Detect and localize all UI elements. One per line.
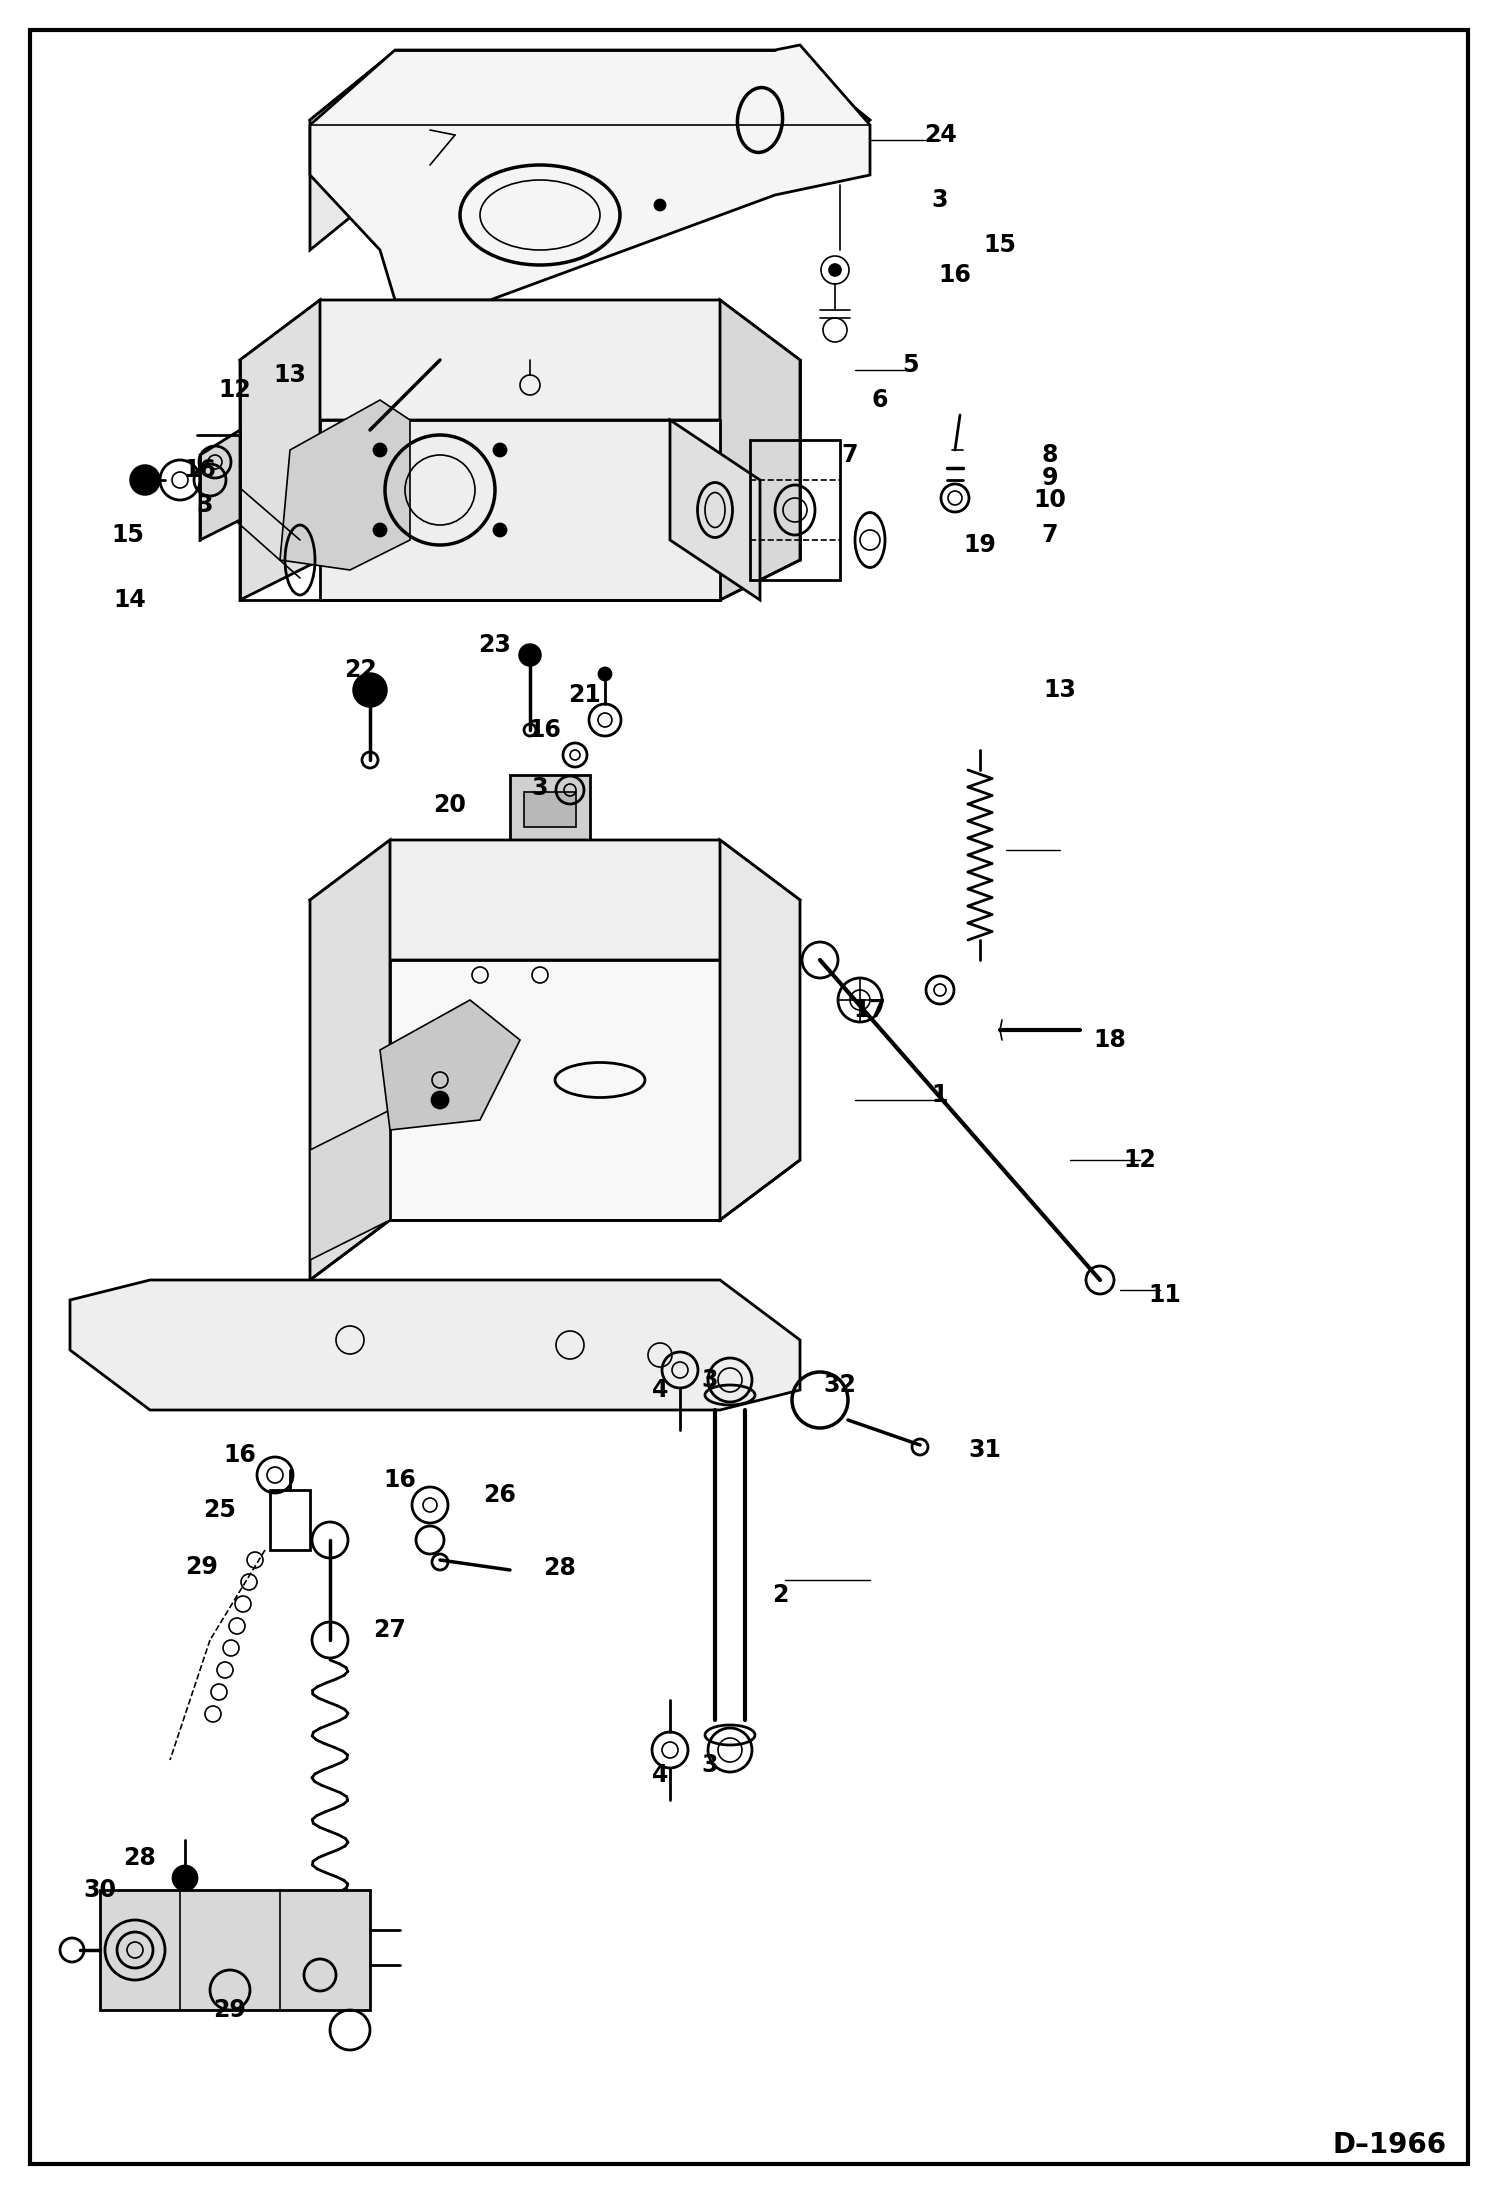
Text: 27: 27	[373, 1617, 406, 1641]
Polygon shape	[509, 774, 590, 840]
Text: D–1966: D–1966	[1333, 2130, 1447, 2159]
Text: 23: 23	[478, 634, 511, 656]
Text: 13: 13	[1044, 678, 1077, 702]
Text: 15: 15	[984, 233, 1017, 257]
Text: 14: 14	[114, 588, 147, 612]
Polygon shape	[310, 1110, 389, 1259]
Circle shape	[431, 1093, 448, 1108]
Text: 17: 17	[854, 998, 887, 1022]
Text: 30: 30	[84, 1878, 117, 1902]
Text: 31: 31	[969, 1437, 1002, 1461]
Text: 7: 7	[1041, 522, 1058, 546]
Circle shape	[130, 465, 159, 494]
Text: 12: 12	[219, 377, 252, 402]
Polygon shape	[201, 430, 240, 540]
Polygon shape	[70, 1279, 800, 1411]
Text: 3: 3	[701, 1753, 718, 1777]
Polygon shape	[670, 419, 759, 599]
Text: 9: 9	[1041, 465, 1058, 489]
Circle shape	[655, 200, 665, 211]
Circle shape	[828, 263, 840, 276]
Polygon shape	[310, 55, 870, 184]
Text: 10: 10	[1034, 487, 1067, 511]
Circle shape	[599, 667, 611, 680]
Text: 7: 7	[842, 443, 858, 467]
Bar	[270, 1490, 310, 1549]
Polygon shape	[721, 840, 800, 1220]
Text: 3: 3	[532, 777, 548, 801]
Circle shape	[520, 645, 539, 665]
Text: 3: 3	[196, 494, 213, 518]
Text: 16: 16	[383, 1468, 416, 1492]
Polygon shape	[240, 301, 321, 599]
Text: 29: 29	[186, 1556, 219, 1580]
Polygon shape	[310, 46, 870, 301]
Circle shape	[172, 1867, 198, 1889]
Text: 20: 20	[433, 792, 466, 816]
Polygon shape	[532, 801, 568, 825]
Text: 28: 28	[123, 1845, 156, 1869]
Text: 32: 32	[824, 1373, 857, 1398]
Bar	[524, 792, 577, 827]
Text: 6: 6	[872, 388, 888, 412]
Text: 16: 16	[223, 1444, 256, 1468]
Polygon shape	[321, 419, 721, 599]
Text: 16: 16	[184, 459, 216, 483]
Text: 16: 16	[529, 717, 562, 742]
Text: 21: 21	[569, 682, 601, 706]
Text: 12: 12	[1124, 1147, 1156, 1172]
Text: 5: 5	[902, 353, 918, 377]
Text: 1: 1	[932, 1084, 948, 1108]
Text: 29: 29	[214, 1999, 247, 2023]
Text: 3: 3	[701, 1369, 718, 1391]
Circle shape	[374, 443, 386, 456]
Polygon shape	[310, 55, 389, 250]
Polygon shape	[280, 399, 410, 570]
Circle shape	[354, 674, 386, 706]
Text: 8: 8	[1041, 443, 1058, 467]
Text: 19: 19	[963, 533, 996, 557]
Text: 18: 18	[1094, 1029, 1126, 1051]
Text: 16: 16	[939, 263, 971, 287]
Text: 15: 15	[111, 522, 144, 546]
Text: 2: 2	[771, 1584, 788, 1606]
Circle shape	[374, 524, 386, 535]
Polygon shape	[721, 301, 800, 599]
Text: 13: 13	[274, 362, 307, 386]
Polygon shape	[389, 961, 721, 1220]
Text: 24: 24	[924, 123, 956, 147]
Circle shape	[494, 443, 506, 456]
Text: 26: 26	[484, 1483, 517, 1507]
Polygon shape	[240, 301, 800, 419]
Text: 4: 4	[652, 1378, 668, 1402]
Text: 22: 22	[343, 658, 376, 682]
Polygon shape	[380, 1000, 520, 1130]
Text: 11: 11	[1149, 1283, 1182, 1308]
Polygon shape	[100, 1889, 370, 2010]
Polygon shape	[310, 840, 800, 961]
Text: 28: 28	[544, 1556, 577, 1580]
Circle shape	[494, 524, 506, 535]
Text: 25: 25	[204, 1499, 237, 1523]
Polygon shape	[310, 840, 389, 1279]
Text: 3: 3	[932, 189, 948, 213]
Text: 4: 4	[652, 1764, 668, 1786]
